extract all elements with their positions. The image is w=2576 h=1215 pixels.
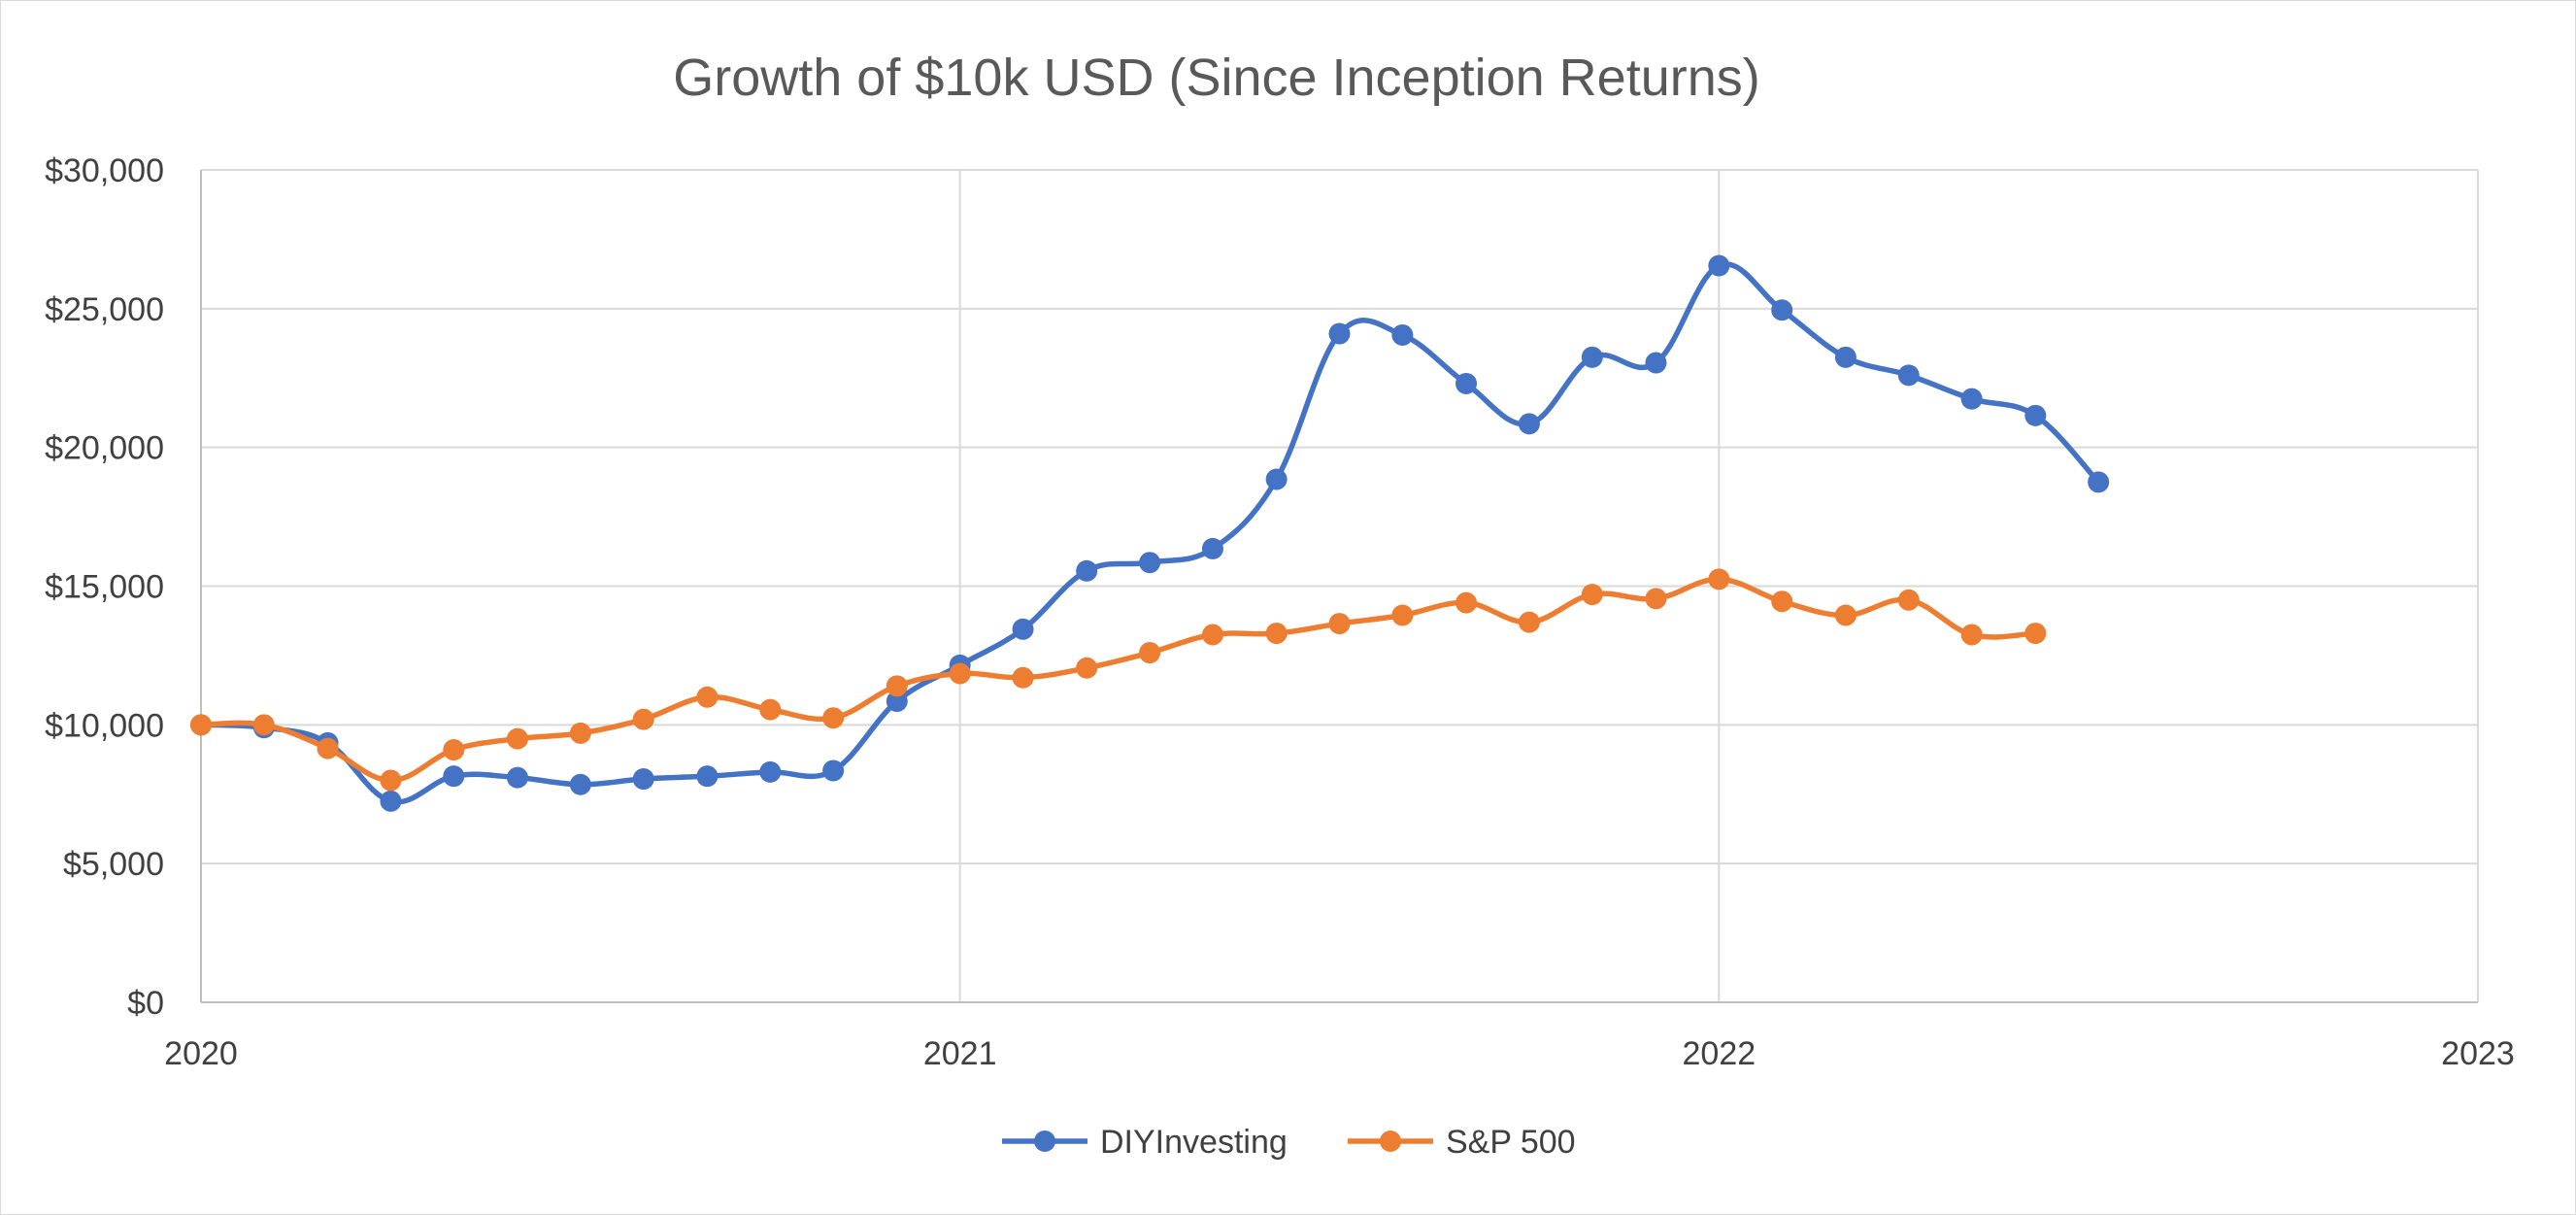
data-point: [1012, 666, 1034, 689]
data-point: [1391, 323, 1414, 346]
legend-entry: DIYInvesting: [1002, 1124, 1288, 1161]
data-point: [1897, 364, 1920, 387]
data-point: [759, 760, 782, 783]
y-tick-label: $15,000: [45, 569, 164, 606]
data-point: [1201, 624, 1223, 646]
data-point: [1581, 584, 1603, 606]
data-point: [569, 773, 591, 795]
data-point: [822, 707, 845, 729]
data-point: [949, 662, 971, 685]
data-point: [1771, 591, 1793, 613]
data-point: [2024, 623, 2047, 645]
legend-label: S&P 500: [1446, 1124, 1576, 1161]
series-line: [198, 261, 2101, 805]
data-point: [1455, 591, 1478, 614]
data-point: [2024, 404, 2047, 426]
data-point: [1328, 322, 1351, 345]
y-tick-label: $10,000: [45, 707, 164, 744]
data-point: [1518, 611, 1540, 633]
data-point: [632, 768, 654, 791]
data-point: [1076, 657, 1098, 679]
data-point: [1012, 618, 1034, 640]
data-point: [1328, 613, 1351, 635]
data-point: [1645, 588, 1667, 610]
data-point: [1139, 642, 1161, 664]
legend-marker: [1380, 1131, 1401, 1152]
data-point: [1960, 388, 1983, 410]
data-point: [443, 739, 465, 761]
data-point: [696, 765, 719, 788]
x-tick-label: 2022: [1683, 1035, 1756, 1072]
data-point: [1771, 299, 1793, 321]
data-point: [1708, 254, 1730, 277]
legend-label: DIYInvesting: [1100, 1124, 1288, 1161]
y-tick-label: $25,000: [45, 291, 164, 328]
data-point: [822, 759, 845, 782]
data-point: [886, 691, 908, 713]
data-point: [1834, 604, 1857, 626]
y-tick-label: $0: [127, 985, 164, 1022]
data-point: [190, 714, 212, 736]
data-point: [1139, 552, 1161, 574]
data-point: [1201, 537, 1223, 559]
series-group: [190, 254, 2110, 812]
data-point: [380, 790, 402, 812]
y-tick-label: $5,000: [63, 846, 164, 883]
data-point: [506, 766, 528, 789]
data-point: [506, 727, 528, 750]
x-tick-label: 2023: [2441, 1035, 2515, 1072]
series-diyinvesting: [190, 254, 2110, 812]
data-point: [632, 708, 654, 730]
data-point: [1708, 568, 1730, 591]
axes: $0 $5,000 $10,000 $15,000 $20,000 $25,000 $30,…: [45, 152, 2515, 1072]
gridlines: [201, 169, 2479, 1002]
data-point: [1897, 589, 1920, 611]
data-point: [1834, 346, 1857, 368]
data-point: [759, 698, 782, 721]
data-point: [1391, 604, 1414, 626]
data-point: [1076, 559, 1098, 582]
data-point: [380, 769, 402, 792]
data-point: [1265, 623, 1288, 645]
chart-title: Growth of $10k USD (Since Inception Retu…: [673, 49, 1760, 107]
data-point: [1455, 372, 1478, 394]
data-point: [1581, 346, 1603, 368]
data-point: [1645, 352, 1667, 374]
legend: DIYInvesting S&P 500: [1002, 1124, 1576, 1161]
y-tick-label: $30,000: [45, 152, 164, 189]
legend-entry: S&P 500: [1348, 1124, 1576, 1161]
data-point: [1960, 624, 1983, 646]
series-sp500: [190, 568, 2047, 792]
data-point: [1265, 468, 1288, 490]
data-point: [1518, 413, 1540, 435]
series-line: [198, 576, 2039, 784]
data-point: [252, 714, 275, 736]
legend-marker: [1034, 1131, 1055, 1152]
data-point: [2088, 471, 2110, 493]
x-tick-label: 2020: [164, 1035, 238, 1072]
x-tick-label: 2021: [923, 1035, 997, 1072]
data-point: [696, 686, 719, 708]
data-point: [443, 765, 465, 788]
data-point: [317, 737, 339, 759]
y-tick-label: $20,000: [45, 430, 164, 467]
data-point: [886, 675, 908, 697]
data-point: [569, 722, 591, 744]
